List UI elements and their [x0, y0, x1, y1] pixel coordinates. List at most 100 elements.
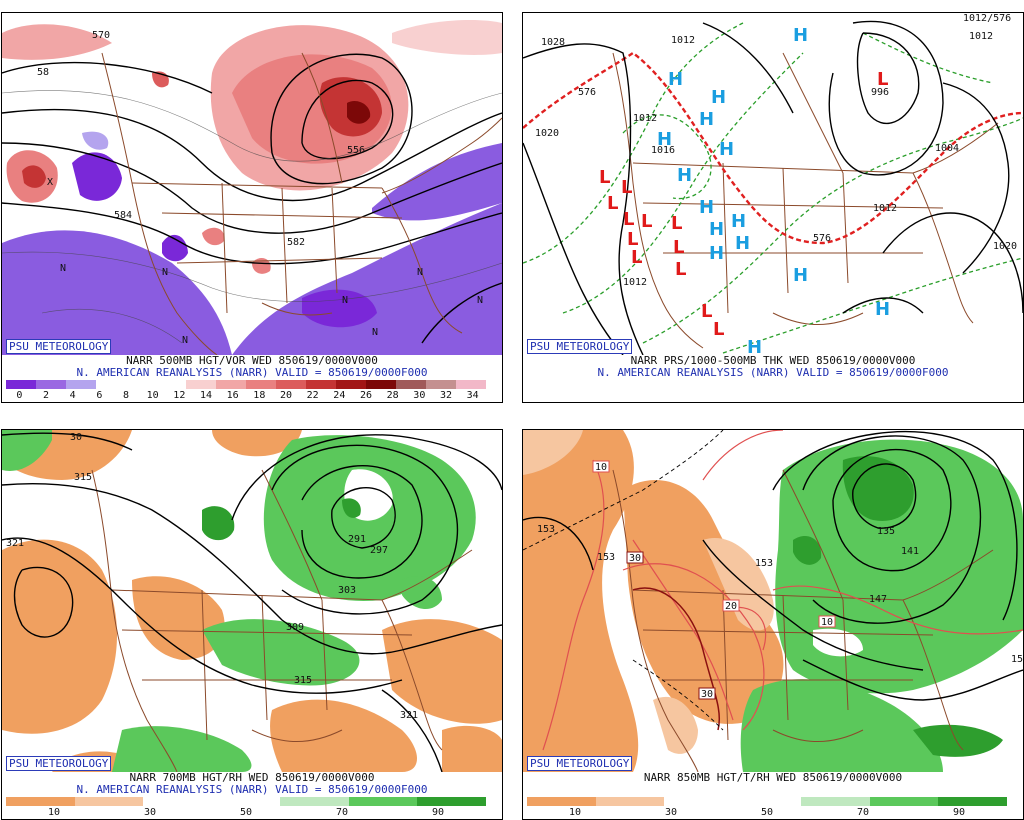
- contour-label: 321: [6, 538, 24, 549]
- low-pressure-marker: L: [599, 167, 610, 188]
- rh700-contour-labels: 30 315 321 291 297 303 309 315 321: [6, 432, 418, 721]
- contour-label: 1012: [671, 35, 695, 46]
- colorbar-swatch: [938, 797, 1008, 806]
- contour-label: 582: [287, 237, 305, 248]
- colorbar-swatch: [36, 380, 66, 389]
- temperature-label: 30: [629, 553, 641, 564]
- rh700-colorbar: [6, 797, 487, 806]
- colorbar-swatch: [126, 380, 156, 389]
- high-pressure-marker: H: [731, 211, 746, 232]
- colorbar-label: 10: [47, 807, 61, 818]
- high-pressure-marker: H: [668, 69, 683, 90]
- low-pressure-marker: L: [673, 237, 684, 258]
- map-700mb-rh: 30 315 321 291 297 303 309 315 321: [2, 430, 502, 772]
- caption-title: NARR 700MB HGT/RH WED 850619/0000V000: [129, 771, 375, 784]
- high-pressure-marker: H: [709, 219, 724, 240]
- contour-label: 1004: [935, 143, 959, 154]
- contour-label: 570: [92, 30, 110, 41]
- high-pressure-marker: H: [709, 243, 724, 264]
- colorbar-swatch: [426, 380, 456, 389]
- vorticity-colorbar: [6, 380, 486, 389]
- colorbar-swatch: [348, 797, 418, 806]
- colorbar-label: 32: [439, 390, 453, 401]
- colorbar-swatch: [186, 380, 216, 389]
- low-pressure-marker: L: [607, 193, 618, 214]
- colorbar-swatch: [211, 797, 281, 806]
- high-pressure-marker: H: [719, 139, 734, 160]
- contour-label: 1012: [969, 31, 993, 42]
- colorbar-label: 28: [386, 390, 399, 401]
- contour-label: 1016: [651, 145, 675, 156]
- colorbar-swatch: [66, 380, 96, 389]
- contour-label: 576: [578, 87, 596, 98]
- colorbar-swatch: [366, 380, 396, 389]
- low-pressure-marker: L: [713, 319, 724, 340]
- caption-valid: N. AMERICAN REANALYSIS (NARR) VALID = 85…: [76, 366, 428, 379]
- colorbar-swatch: [74, 797, 144, 806]
- contour-label: 1012: [633, 113, 657, 124]
- colorbar-label: 6: [96, 390, 103, 401]
- temperature-label: 20: [725, 601, 737, 612]
- colorbar-swatch: [732, 797, 802, 806]
- temperature-label: 10: [821, 617, 833, 628]
- colorbar-swatch: [6, 380, 36, 389]
- low-pressure-marker: L: [877, 69, 888, 90]
- high-pressure-marker: H: [657, 129, 672, 150]
- map-pressure-thickness: 1028 1012 1012/576 1012 1012 1020 1016 5…: [523, 13, 1023, 355]
- colorbar-label: 0: [16, 390, 23, 401]
- vorticity-marks: X N N N N N N N: [47, 177, 483, 346]
- colorbar-swatch: [527, 797, 596, 806]
- colorbar-label: 30: [143, 807, 157, 818]
- high-pressure-marker: H: [699, 197, 714, 218]
- panel-700mb-rh: 30 315 321 291 297 303 309 315 321 PSU M…: [1, 429, 503, 820]
- high-markers: H H H H H H H H H H H H H H H: [657, 25, 890, 355]
- colorbar-label: 10: [146, 390, 159, 401]
- colorbar-label: 24: [333, 390, 346, 401]
- contour-label: 1028: [541, 37, 565, 48]
- rh850-colorbar-labels: 10 30 50 70 90: [527, 807, 1007, 819]
- low-pressure-marker: L: [631, 247, 642, 268]
- low-pressure-marker: L: [671, 213, 682, 234]
- caption-title: NARR PRS/1000-500MB THK WED 850619/0000V…: [630, 354, 916, 367]
- low-pressure-marker: L: [623, 209, 634, 230]
- high-pressure-marker: H: [735, 233, 750, 254]
- colorbar-label: 20: [279, 390, 293, 401]
- contour-label: 315: [294, 675, 312, 686]
- colorbar-swatch: [417, 797, 487, 806]
- temperature-labels: 10 30 20 10 30: [592, 460, 836, 700]
- colorbar-label: 22: [306, 390, 319, 401]
- contour-label: 153: [755, 558, 773, 569]
- map-500mb-vorticity: 570 58 556 584 582 X N N N N N N N: [2, 13, 502, 355]
- colorbar-swatch: [6, 797, 75, 806]
- low-pressure-marker: L: [621, 177, 632, 198]
- contour-label: 297: [370, 545, 388, 556]
- high-pressure-marker: H: [875, 299, 890, 320]
- colorbar-label: 12: [173, 390, 186, 401]
- colorbar-label: 30: [413, 390, 426, 401]
- colorbar-label: 50: [760, 807, 774, 818]
- high-pressure-marker: H: [793, 265, 808, 286]
- contour-label: 153: [597, 552, 615, 563]
- contour-label: 584: [114, 210, 132, 221]
- caption-title: NARR 850MB HGT/T/RH WED 850619/0000V000: [643, 771, 903, 784]
- min-mark: N: [342, 295, 348, 306]
- contour-label: 141: [901, 546, 919, 557]
- colorbar-swatch: [336, 380, 366, 389]
- colorbar-swatch: [276, 380, 306, 389]
- colorbar-swatch: [246, 380, 276, 389]
- low-markers: L L L L L L L L L L L L L: [599, 69, 888, 340]
- contour-label: 321: [400, 710, 418, 721]
- colorbar-label: 70: [335, 807, 349, 818]
- colorbar-swatch: [280, 797, 349, 806]
- contour-label: 576: [813, 233, 831, 244]
- colorbar-swatch: [143, 797, 212, 806]
- colorbar-label: 10: [568, 807, 582, 818]
- caption-valid: N. AMERICAN REANALYSIS (NARR) VALID = 85…: [597, 366, 949, 379]
- colorbar-label: 70: [856, 807, 870, 818]
- colorbar-label: 8: [122, 390, 130, 401]
- contour-label: 147: [869, 594, 887, 605]
- colorbar-label: 90: [952, 807, 966, 818]
- colorbar-swatch: [664, 797, 733, 806]
- contour-label: 996: [871, 87, 889, 98]
- high-pressure-marker: H: [747, 337, 762, 355]
